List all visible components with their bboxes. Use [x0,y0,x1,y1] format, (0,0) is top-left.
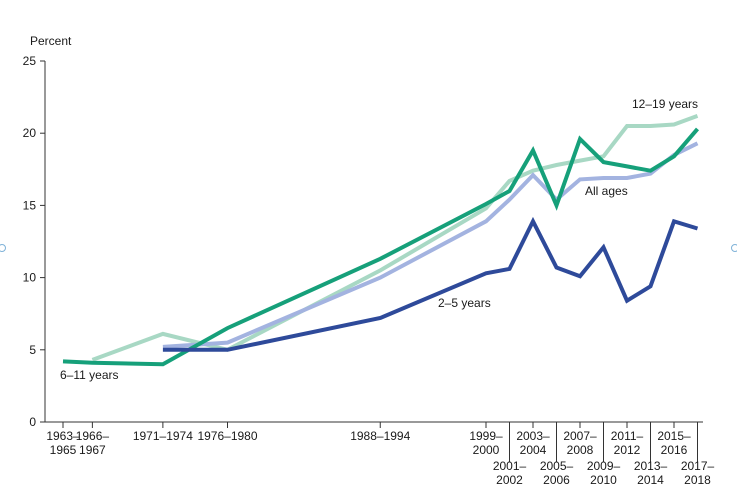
series-line-12-19-years [91,114,699,362]
y-tick-label: 10 [23,271,37,285]
x-tick-label-line2: 2018 [684,473,711,487]
x-tick-label-line2: 2010 [590,473,617,487]
x-tick-label-line2: 2006 [543,473,570,487]
y-tick-label: 0 [29,415,36,429]
x-tick-label-line2: 1967 [79,443,106,457]
x-tick-label: 2011– [611,429,644,443]
left-edge-dot [0,244,6,252]
y-tick-label: 20 [23,126,37,140]
series-line-2-5-years [162,216,699,352]
x-tick-label: 1971–1974 [133,429,193,443]
right-edge-dot [731,244,737,252]
x-tick-label-line2: 2016 [661,443,688,457]
x-tick-label: 1963– [46,429,80,443]
x-tick-label-line2: 1965 [50,443,77,457]
x-tick-label-line2: 2014 [637,473,664,487]
x-tick-label: 2015– [657,429,691,443]
x-tick-label: 2009– [587,459,621,473]
x-tick-label: 1966– [76,429,110,443]
series-label-2-5-years: 2–5 years [438,296,491,310]
x-tick-label: 2013– [634,459,668,473]
x-tick-label: 2005– [540,459,574,473]
x-tick-label: 2007– [563,429,597,443]
y-tick-label: 25 [23,54,37,68]
x-tick-label: 1999– [469,429,503,443]
y-tick-label: 15 [23,198,37,212]
x-tick-label: 1976–1980 [197,429,257,443]
x-tick-label-line2: 2008 [567,443,594,457]
x-tick-label: 1988–1994 [350,429,410,443]
series-label-12-19-years: 12–19 years [632,97,698,111]
series-label-6-11-years: 6–11 years [60,368,118,382]
x-tick-label-line2: 2000 [473,443,500,457]
series-line-all-ages [162,141,699,349]
y-tick-label: 5 [29,343,36,357]
x-tick-label-line2: 2004 [520,443,547,457]
x-tick-label-line2: 2012 [614,443,641,457]
series-line-6-11-years [62,127,700,367]
x-tick-label: 2017– [681,459,715,473]
series-label-all-ages: All ages [585,184,628,198]
x-tick-label: 2003– [516,429,550,443]
x-tick-label: 2001– [493,459,527,473]
x-tick-label-line2: 2002 [496,473,523,487]
y-axis-label: Percent [30,34,72,48]
